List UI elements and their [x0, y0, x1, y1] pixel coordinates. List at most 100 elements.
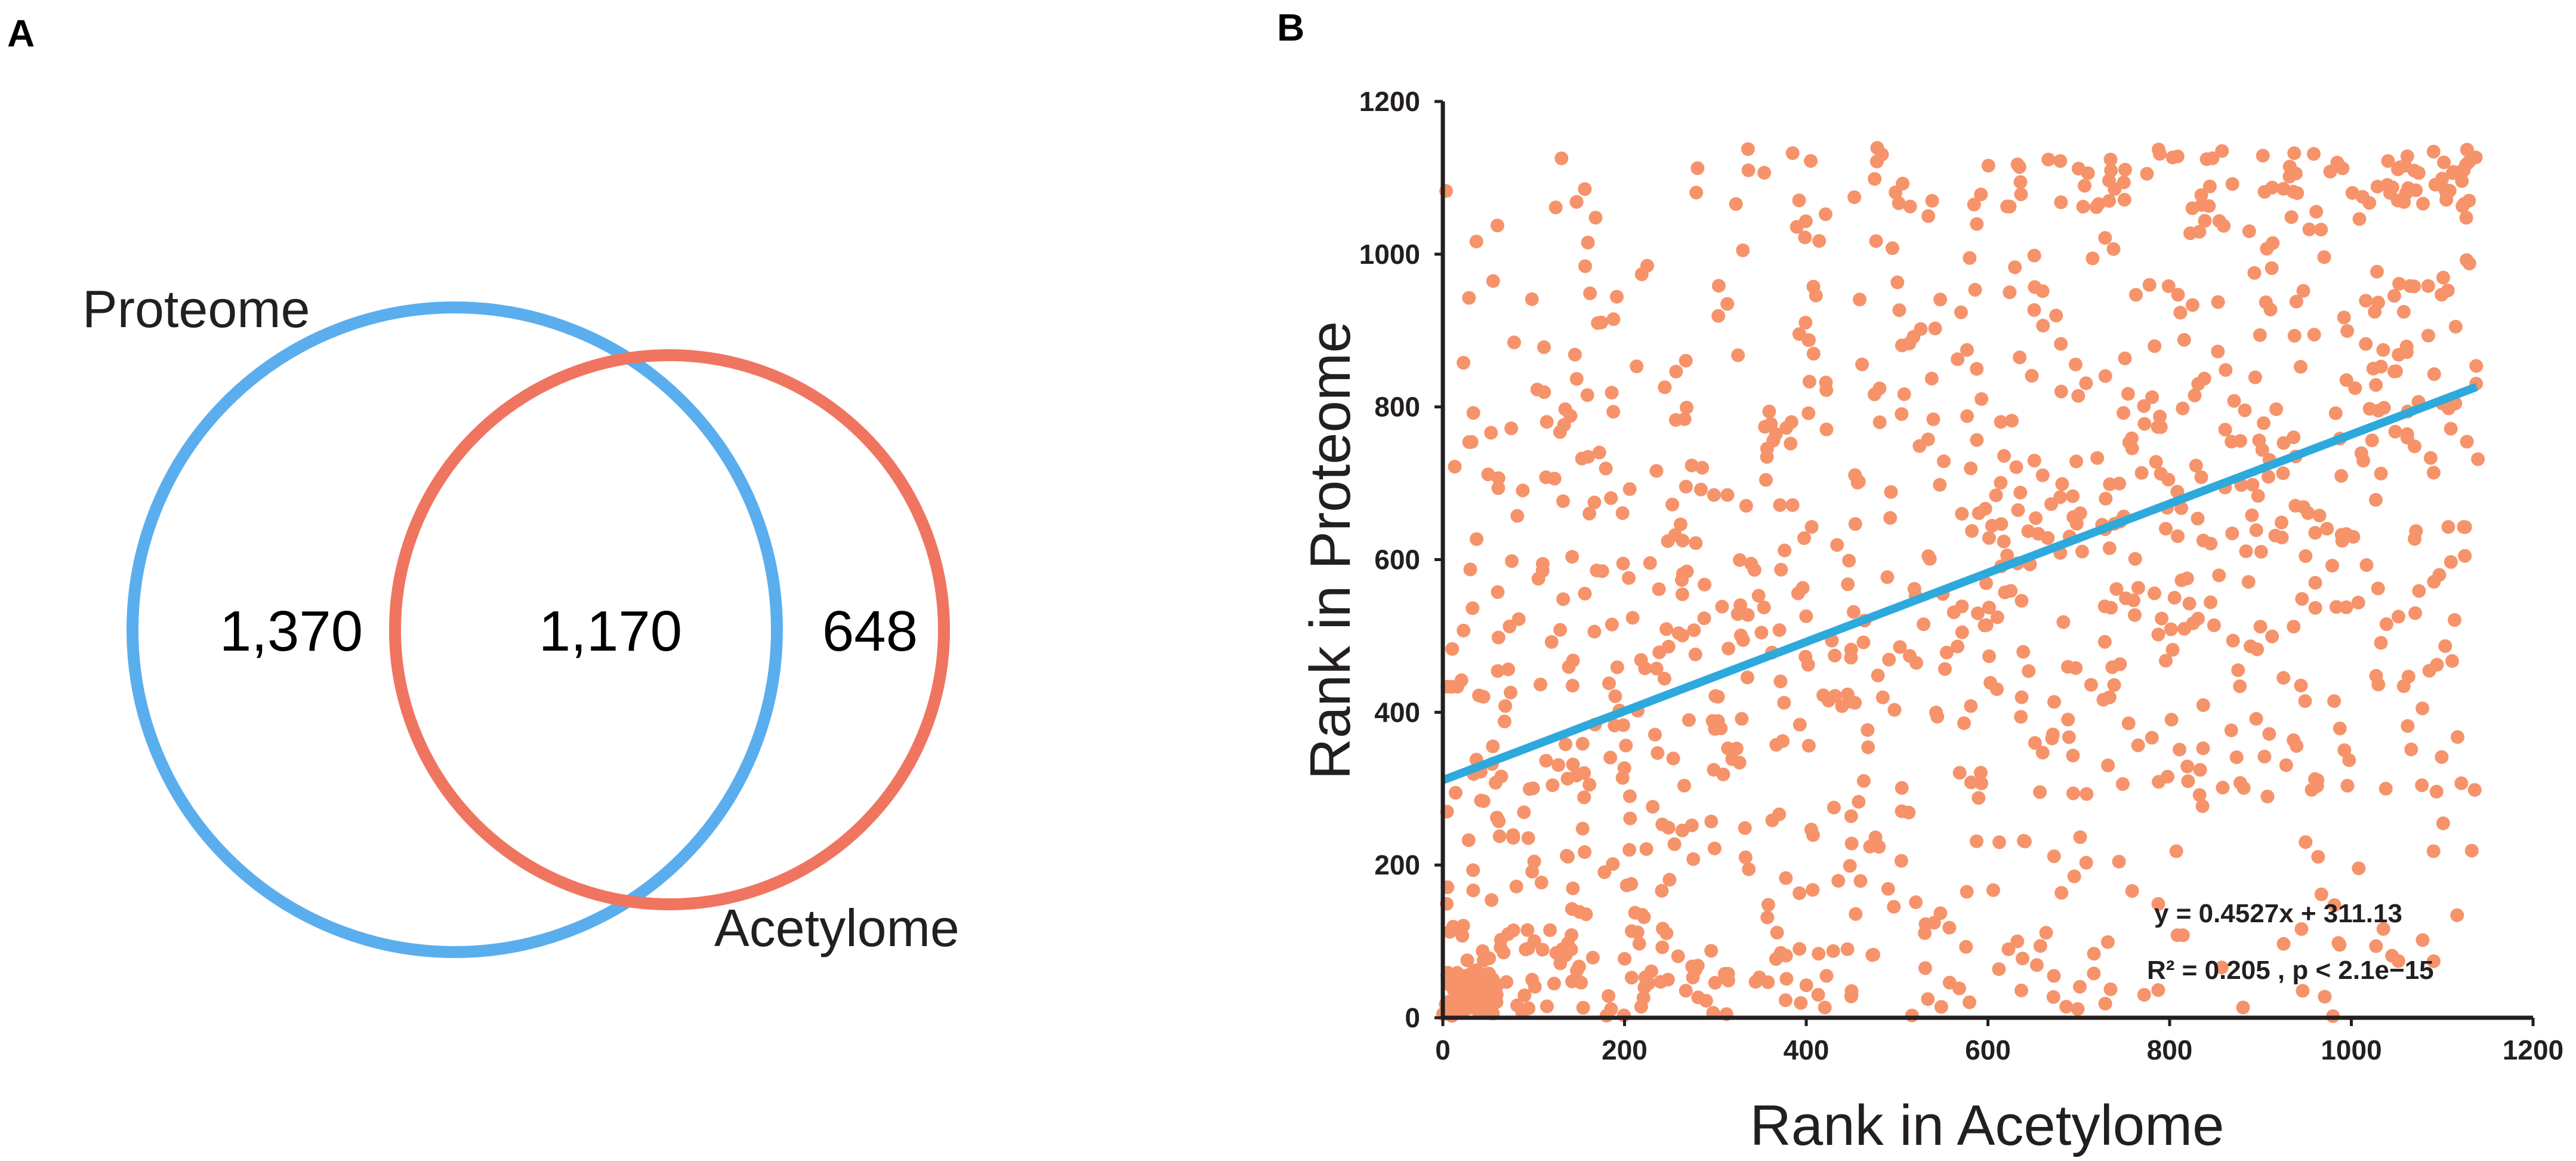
scatter-point: [2173, 743, 2186, 757]
scatter-point: [2041, 152, 2056, 167]
scatter-point: [2308, 575, 2322, 590]
scatter-point: [1895, 781, 1909, 795]
scatter-point: [1603, 750, 1618, 765]
scatter-point: [2262, 470, 2276, 484]
scatter-point: [2401, 670, 2415, 683]
scatter-point: [2131, 581, 2145, 595]
scatter-point: [1665, 497, 1680, 512]
scatter-point: [2195, 799, 2210, 813]
scatter-point: [1520, 923, 1535, 937]
scatter-point: [1896, 177, 1910, 191]
regression-stats: R² = 0.205 , p < 2.1e−15: [2147, 956, 2434, 985]
scatter-point: [1673, 518, 1687, 531]
scatter-point: [1657, 672, 1671, 686]
scatter-point: [2155, 611, 2169, 626]
scatter-point: [2257, 416, 2270, 430]
scatter-point: [1774, 562, 1788, 577]
scatter-point: [1938, 662, 1952, 676]
scatter-point: [1655, 940, 1670, 954]
scatter-point: [1784, 436, 1798, 451]
scatter-point: [2339, 600, 2353, 614]
scatter-point: [1655, 817, 1670, 832]
scatter-point: [1933, 292, 1948, 307]
scatter-point: [2218, 423, 2232, 437]
scatter-point: [2028, 736, 2042, 750]
scatter-point: [1784, 415, 1798, 429]
scatter-point: [2312, 509, 2327, 523]
scatter-point: [2462, 256, 2476, 270]
scatter-point: [1972, 506, 1986, 521]
scatter-point: [2100, 935, 2115, 949]
scatter-point: [2196, 741, 2210, 756]
scatter-point: [1615, 506, 1630, 521]
scatter-point: [2407, 279, 2421, 294]
scatter-point: [1840, 687, 1855, 701]
scatter-point: [1491, 630, 1506, 645]
scatter-point: [1849, 907, 1863, 921]
scatter-point: [1599, 461, 1613, 476]
scatter-point: [2137, 988, 2151, 1002]
scatter-point: [1758, 420, 1772, 434]
scatter-point: [2451, 730, 2464, 744]
scatter-point: [1517, 988, 1532, 1002]
scatter-point: [2430, 658, 2444, 672]
scatter-point: [2159, 654, 2173, 668]
scatter-point: [1669, 365, 1683, 378]
scatter-point: [2276, 436, 2291, 450]
scatter-point: [2171, 529, 2185, 543]
scatter-point: [1605, 386, 1619, 400]
scatter-point: [1583, 286, 1597, 300]
scatter-point: [2460, 435, 2474, 449]
scatter-point: [1590, 563, 1604, 578]
scatter-point: [1463, 562, 1477, 577]
scatter-point: [1446, 920, 1460, 934]
y-tick-label: 400: [1374, 697, 1420, 728]
scatter-point: [1926, 412, 1941, 426]
scatter-point: [2014, 690, 2029, 704]
scatter-point: [2014, 594, 2029, 608]
scatter-point: [2455, 199, 2470, 213]
scatter-point: [1785, 146, 1800, 160]
scatter-point: [1766, 433, 1781, 448]
scatter-point: [1506, 828, 1520, 842]
scatter-point: [2245, 508, 2259, 522]
scatter-point: [1868, 830, 1883, 845]
scatter-point: [2362, 402, 2377, 416]
scatter-point: [2041, 531, 2055, 545]
panel-b-label: B: [1277, 6, 1304, 49]
scatter-point: [2337, 310, 2351, 325]
scatter-point: [2191, 377, 2205, 391]
scatter-point: [1761, 898, 1775, 912]
scatter-point: [1606, 312, 1621, 327]
scatter-point: [1680, 401, 1693, 415]
scatter-point: [1957, 716, 1971, 730]
scatter-point: [1952, 766, 1967, 780]
scatter-point: [2149, 455, 2163, 469]
scatter-point: [1551, 758, 1566, 772]
scatter-point: [2173, 306, 2188, 320]
regression-line: [1441, 383, 2479, 784]
scatter-point: [2287, 146, 2302, 161]
scatter-point: [2224, 723, 2238, 737]
venn-only-set2-count: 648: [822, 599, 918, 663]
scatter-point: [1951, 352, 1965, 367]
scatter-point: [2333, 938, 2347, 952]
scatter-point: [1804, 154, 1818, 168]
scatter-point: [2087, 947, 2101, 961]
scatter-point: [1544, 635, 1559, 649]
scatter-point: [2079, 376, 2093, 390]
scatter-point: [1466, 406, 1480, 420]
scatter-point: [1742, 862, 1756, 876]
scatter-point: [2325, 559, 2339, 573]
scatter-point: [1525, 292, 1539, 306]
scatter-point: [1649, 464, 1664, 478]
scatter-point: [2294, 679, 2308, 692]
scatter-point: [2469, 359, 2484, 373]
scatter-point: [1869, 234, 1883, 248]
scatter-point: [1527, 934, 1541, 948]
scatter-point: [2066, 749, 2080, 763]
scatter-point: [1445, 680, 1459, 694]
scatter-point: [1588, 211, 1603, 225]
scatter-point: [1883, 511, 1898, 525]
scatter-point: [1818, 1000, 1832, 1015]
